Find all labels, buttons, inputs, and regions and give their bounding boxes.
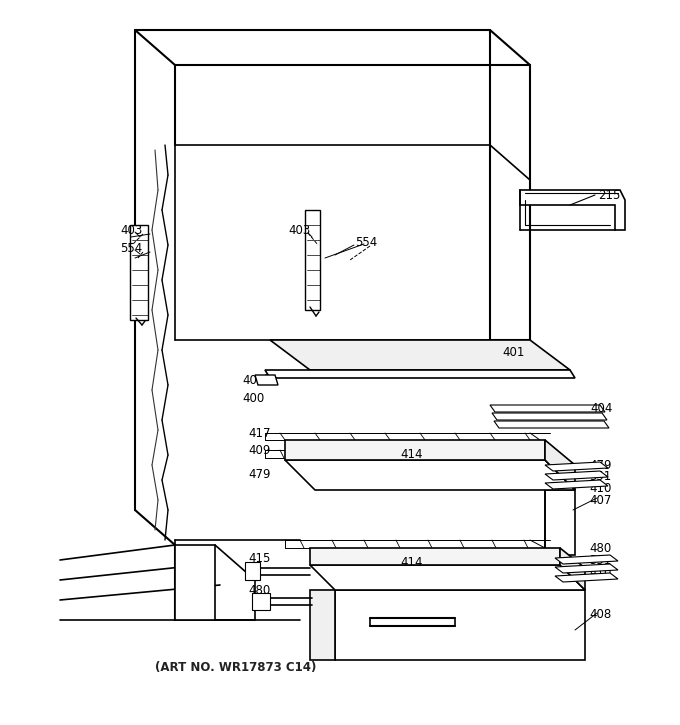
Polygon shape <box>270 340 570 370</box>
Polygon shape <box>245 562 260 580</box>
Polygon shape <box>492 413 607 420</box>
Text: 551: 551 <box>589 470 611 483</box>
Text: 479: 479 <box>589 458 611 471</box>
Text: 417: 417 <box>248 426 271 439</box>
Polygon shape <box>545 440 575 490</box>
Polygon shape <box>310 548 560 565</box>
Polygon shape <box>252 593 270 610</box>
Polygon shape <box>130 225 148 320</box>
Text: 410: 410 <box>589 566 611 579</box>
Text: 400: 400 <box>242 392 265 405</box>
Text: 480: 480 <box>248 584 270 597</box>
Text: 414: 414 <box>400 555 422 568</box>
Polygon shape <box>545 490 575 555</box>
Text: 404: 404 <box>590 402 613 415</box>
Polygon shape <box>560 548 585 590</box>
Polygon shape <box>520 190 625 230</box>
Text: 554: 554 <box>355 236 377 249</box>
Polygon shape <box>285 440 545 460</box>
Text: (ART NO. WR17873 C14): (ART NO. WR17873 C14) <box>155 661 316 674</box>
Polygon shape <box>285 460 575 490</box>
Text: 402: 402 <box>242 373 265 386</box>
Polygon shape <box>175 545 215 620</box>
Polygon shape <box>310 590 335 660</box>
Text: 407: 407 <box>589 494 611 507</box>
Polygon shape <box>335 590 585 660</box>
Polygon shape <box>310 565 585 590</box>
Polygon shape <box>255 375 278 385</box>
Text: 415: 415 <box>248 552 271 565</box>
Polygon shape <box>545 471 608 480</box>
Text: 551: 551 <box>589 553 611 566</box>
Polygon shape <box>555 564 618 573</box>
Polygon shape <box>545 462 608 471</box>
Text: 554: 554 <box>120 241 142 254</box>
Text: 479: 479 <box>248 468 271 481</box>
Text: 414: 414 <box>400 447 422 460</box>
Text: 410: 410 <box>589 481 611 494</box>
Polygon shape <box>545 480 608 489</box>
Text: 215: 215 <box>598 188 620 202</box>
Polygon shape <box>305 210 320 310</box>
Text: 480: 480 <box>589 542 611 555</box>
Text: 409: 409 <box>248 444 271 457</box>
Polygon shape <box>494 421 609 428</box>
Text: 403: 403 <box>288 223 310 236</box>
Text: 408: 408 <box>589 608 611 621</box>
Text: 401: 401 <box>502 346 524 358</box>
Polygon shape <box>555 573 618 582</box>
Polygon shape <box>490 405 605 412</box>
Polygon shape <box>555 555 618 564</box>
Polygon shape <box>265 370 575 378</box>
Text: 403: 403 <box>120 223 142 236</box>
